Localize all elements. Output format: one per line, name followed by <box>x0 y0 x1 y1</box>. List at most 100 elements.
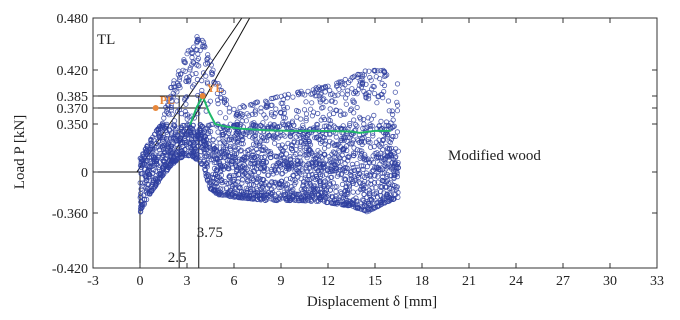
scatter-point <box>320 164 326 170</box>
scatter-point <box>349 140 356 146</box>
scatter-point <box>380 95 386 101</box>
scatter-point <box>312 93 318 99</box>
scatter-point <box>184 122 190 129</box>
scatter-point <box>206 142 212 148</box>
scatter-point <box>199 78 205 84</box>
scatter-point <box>349 201 356 207</box>
scatter-point <box>332 150 338 156</box>
scatter-point <box>218 167 224 173</box>
scatter-point <box>368 77 374 83</box>
scatter-point <box>264 101 270 107</box>
scatter-point <box>379 147 386 153</box>
scatter-point <box>375 68 381 74</box>
scatter-point <box>385 98 392 104</box>
scatter-point <box>302 92 308 98</box>
scatter-point <box>327 156 333 162</box>
scatter-point <box>251 133 257 139</box>
scatter-point <box>247 182 253 188</box>
scatter-point <box>157 135 163 141</box>
scatter-point <box>138 190 144 197</box>
scatter-point <box>343 200 349 206</box>
mean-trend-line <box>189 93 391 134</box>
scatter-point <box>316 192 322 199</box>
scatter-point <box>233 130 239 136</box>
scatter-point <box>195 138 201 144</box>
scatter-point <box>173 153 179 159</box>
scatter-point <box>303 135 309 141</box>
scatter-point <box>184 75 190 81</box>
scatter-point <box>212 188 218 194</box>
scatter-point <box>293 197 299 203</box>
scatter-point <box>258 109 264 115</box>
scatter-point <box>261 161 267 167</box>
scatter-point <box>255 188 261 194</box>
scatter-point <box>357 155 363 161</box>
scatter-point <box>144 163 150 169</box>
scatter-point <box>263 104 269 110</box>
scatter-point <box>208 62 214 68</box>
scatter-point <box>182 59 188 65</box>
scatter-point <box>151 158 157 164</box>
scatter-point <box>373 139 379 145</box>
scatter-point <box>204 79 210 85</box>
scatter-point <box>264 185 271 191</box>
scatter-point <box>250 141 257 147</box>
scatter-point <box>353 198 360 204</box>
scatter-point <box>327 106 333 112</box>
scatter-point <box>191 60 197 66</box>
scatter-point <box>207 98 213 104</box>
marker-label: PL <box>160 93 175 107</box>
scatter-point <box>165 95 171 102</box>
scatter-point <box>384 184 390 190</box>
scatter-point <box>350 97 356 103</box>
scatter-point <box>384 191 390 197</box>
scatter-point <box>271 140 278 146</box>
scatter-point <box>272 168 278 174</box>
scatter-point <box>291 182 297 188</box>
scatter-point <box>380 178 387 184</box>
scatter-point <box>300 122 306 128</box>
scatter-point <box>331 159 337 165</box>
scatter-point <box>168 144 174 150</box>
marker-dot <box>199 93 206 99</box>
scatter-point <box>315 148 321 154</box>
scatter-point <box>175 132 181 138</box>
x-annotations: 2.5 3.75 <box>168 225 223 266</box>
scatter-point <box>195 143 201 149</box>
scatter-point <box>391 161 398 167</box>
scatter-point <box>278 100 284 106</box>
scatter-point <box>138 198 144 205</box>
scatter-point <box>171 78 177 84</box>
scatter-point <box>184 125 190 131</box>
scatter-point <box>390 164 397 170</box>
scatter-point <box>303 187 310 193</box>
scatter-point <box>388 173 394 179</box>
scatter-point <box>343 197 350 203</box>
scatter-point <box>296 169 302 175</box>
x-tick-label: 0 <box>137 274 144 289</box>
scatter-point <box>202 154 208 160</box>
scatter-point <box>224 160 231 166</box>
scatter-point <box>147 163 153 169</box>
scatter-point <box>359 141 365 148</box>
scatter-point <box>264 166 270 172</box>
scatter-point <box>350 164 356 171</box>
scatter-point <box>294 158 301 164</box>
scatter-point <box>354 147 360 153</box>
scatter-point <box>223 115 229 121</box>
x-tick-label: 9 <box>278 274 285 289</box>
scatter-point <box>231 176 237 182</box>
scatter-point <box>151 161 157 167</box>
scatter-series <box>137 34 401 215</box>
scatter-point <box>383 144 389 150</box>
scatter-point <box>207 186 213 192</box>
scatter-point <box>332 125 338 131</box>
scatter-point <box>351 110 357 116</box>
scatter-point <box>362 92 368 98</box>
scatter-point <box>315 110 321 117</box>
scatter-point <box>168 160 174 167</box>
scatter-point <box>189 84 196 90</box>
scatter-point <box>334 184 340 190</box>
scatter-point <box>303 118 309 124</box>
scatter-point <box>153 177 159 183</box>
